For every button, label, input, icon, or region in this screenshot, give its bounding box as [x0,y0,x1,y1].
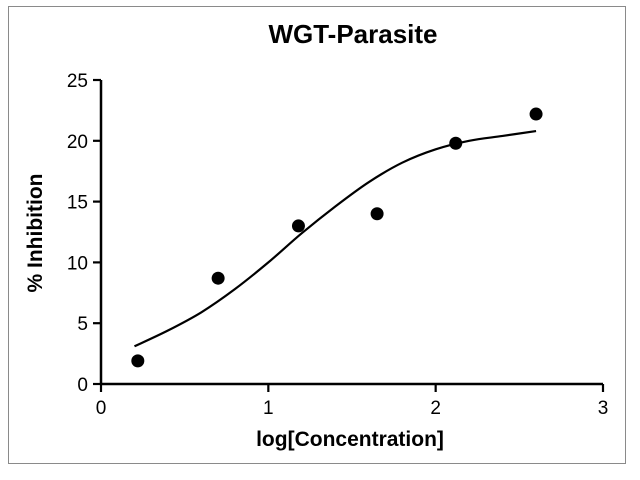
x-tick-label: 3 [598,398,609,419]
x-axis-ticks: 0 1 2 3 [96,384,609,419]
y-axis-label: % Inhibition [24,174,47,293]
chart-title: WGT-Parasite [268,19,437,49]
chart-frame [8,6,626,464]
x-axis-label: log[Concentration] [256,428,444,451]
x-tick-label: 0 [96,398,107,419]
data-point [131,354,145,368]
y-tick-label: 10 [67,253,88,274]
x-tick-label: 2 [430,398,441,419]
y-tick-label: 0 [77,375,88,396]
y-axis-ticks: 0 5 10 15 20 25 [67,71,101,396]
data-point [211,271,225,285]
data-point [449,136,463,150]
x-tick-label: 1 [263,398,274,419]
y-tick-label: 15 [67,193,88,214]
data-point [529,107,543,121]
y-tick-label: 25 [67,71,88,92]
data-point [291,219,305,233]
fit-curve [133,129,537,348]
data-point [370,207,384,221]
data-points [131,107,543,368]
y-tick-label: 20 [67,132,88,153]
y-tick-label: 5 [77,314,88,335]
